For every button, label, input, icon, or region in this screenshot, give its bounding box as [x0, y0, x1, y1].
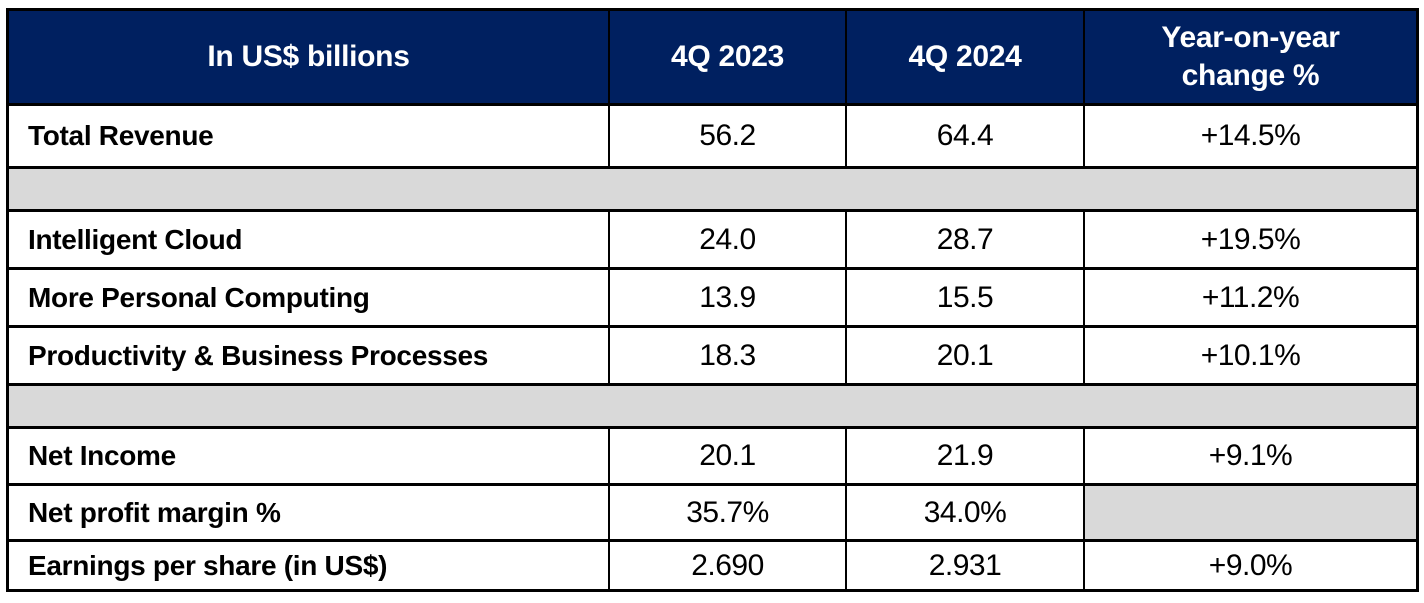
cell-4q2024: 21.9 [847, 429, 1085, 483]
cell-yoy-change: +9.0% [1208, 548, 1293, 582]
separator-row [9, 166, 1416, 209]
cell-4q2024: 34.0% [847, 486, 1085, 539]
row-label: Intelligent Cloud [9, 212, 610, 267]
header-col-yoy-change: Year-on-year change % [1085, 11, 1416, 103]
row-net-income: Net Income 20.1 21.9 +9.1% [9, 426, 1416, 483]
row-label: Net Income [9, 429, 610, 483]
cell-4q2023: 56.2 [610, 106, 847, 166]
table-header-row: In US$ billions 4Q 2023 4Q 2024 Year-on-… [9, 11, 1416, 103]
row-label: Net profit margin % [9, 486, 610, 539]
cell-4q2024: 2.931 [847, 542, 1085, 589]
cell-4q2023: 35.7% [610, 486, 847, 539]
cell-4q2024: 20.1 [847, 328, 1085, 383]
cell-4q2023: 2.690 [610, 542, 847, 589]
cell-yoy-change: +9.1% [1208, 439, 1293, 472]
row-label: More Personal Computing [9, 270, 610, 325]
cell-yoy-change: +10.1% [1200, 338, 1301, 372]
cell-yoy-change: +11.2% [1201, 280, 1300, 314]
header-col-4q2024: 4Q 2024 [847, 11, 1085, 103]
cell-yoy-change: +19.5% [1200, 222, 1301, 256]
row-more-personal-computing: More Personal Computing 13.9 15.5 +11.2% [9, 267, 1416, 325]
cell-4q2023: 13.9 [610, 270, 847, 325]
cell-yoy-change-empty [1085, 486, 1416, 539]
header-yoy-line1: Year-on-year [1161, 20, 1340, 54]
header-yoy-line2: change % [1181, 59, 1320, 92]
row-label: Earnings per share (in US$) [9, 542, 610, 589]
cell-4q2024: 15.5 [847, 270, 1085, 325]
cell-4q2024: 28.7 [847, 212, 1085, 267]
header-col-4q2023: 4Q 2023 [610, 11, 847, 103]
cell-4q2023: 20.1 [610, 429, 847, 483]
cell-4q2024: 64.4 [847, 106, 1085, 166]
row-productivity-business-processes: Productivity & Business Processes 18.3 2… [9, 325, 1416, 383]
separator-row [9, 383, 1416, 426]
header-metric-label: In US$ billions [9, 11, 610, 103]
cell-4q2023: 24.0 [610, 212, 847, 267]
cell-4q2023: 18.3 [610, 328, 847, 383]
row-label: Total Revenue [9, 106, 610, 166]
row-intelligent-cloud: Intelligent Cloud 24.0 28.7 +19.5% [9, 209, 1416, 267]
row-earnings-per-share: Earnings per share (in US$) 2.690 2.931 … [9, 539, 1416, 589]
financial-table: In US$ billions 4Q 2023 4Q 2024 Year-on-… [6, 8, 1419, 592]
row-total-revenue: Total Revenue 56.2 64.4 +14.5% [9, 103, 1416, 166]
row-net-profit-margin: Net profit margin % 35.7% 34.0% [9, 483, 1416, 539]
cell-yoy-change: +14.5% [1200, 119, 1301, 152]
row-label: Productivity & Business Processes [9, 328, 610, 383]
